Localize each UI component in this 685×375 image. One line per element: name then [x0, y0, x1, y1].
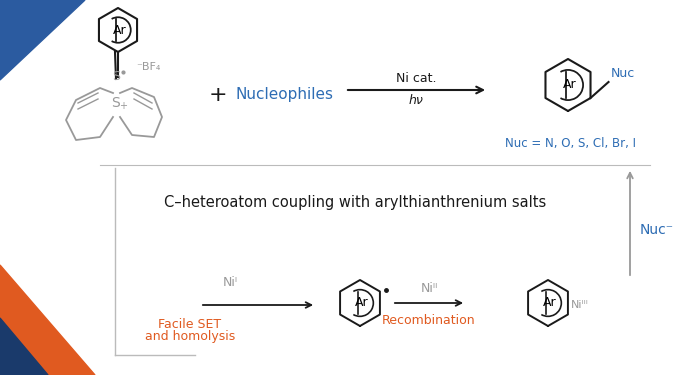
Text: Ar: Ar [356, 297, 369, 309]
Text: Niᴵᴵᴵ: Niᴵᴵᴵ [571, 300, 589, 309]
Text: +: + [119, 101, 127, 111]
Text: Ar: Ar [563, 78, 577, 92]
Text: ⁻BF₄: ⁻BF₄ [136, 62, 160, 72]
Polygon shape [0, 318, 48, 375]
Text: hν: hν [409, 93, 424, 106]
Text: C–heteroatom coupling with arylthianthrenium salts: C–heteroatom coupling with arylthianthre… [164, 195, 546, 210]
Text: Ar: Ar [543, 297, 557, 309]
Text: +: + [209, 85, 227, 105]
Polygon shape [0, 0, 85, 80]
Text: Nuc: Nuc [610, 67, 635, 80]
Text: S: S [112, 96, 121, 110]
Text: Nuc = N, O, S, Cl, Br, I: Nuc = N, O, S, Cl, Br, I [505, 136, 636, 150]
Text: S: S [112, 70, 120, 84]
Text: Recombination: Recombination [382, 314, 476, 327]
Text: Niᴵᴵ: Niᴵᴵ [421, 282, 438, 294]
Text: Nuc⁻: Nuc⁻ [640, 223, 674, 237]
Text: Nucleophiles: Nucleophiles [236, 87, 334, 102]
Text: Niᴵ: Niᴵ [223, 276, 238, 290]
Polygon shape [0, 265, 95, 375]
Text: Facile SET: Facile SET [158, 318, 221, 331]
Text: Ni cat.: Ni cat. [396, 72, 437, 84]
Text: and homolysis: and homolysis [145, 330, 235, 343]
Text: Ar: Ar [113, 24, 127, 36]
